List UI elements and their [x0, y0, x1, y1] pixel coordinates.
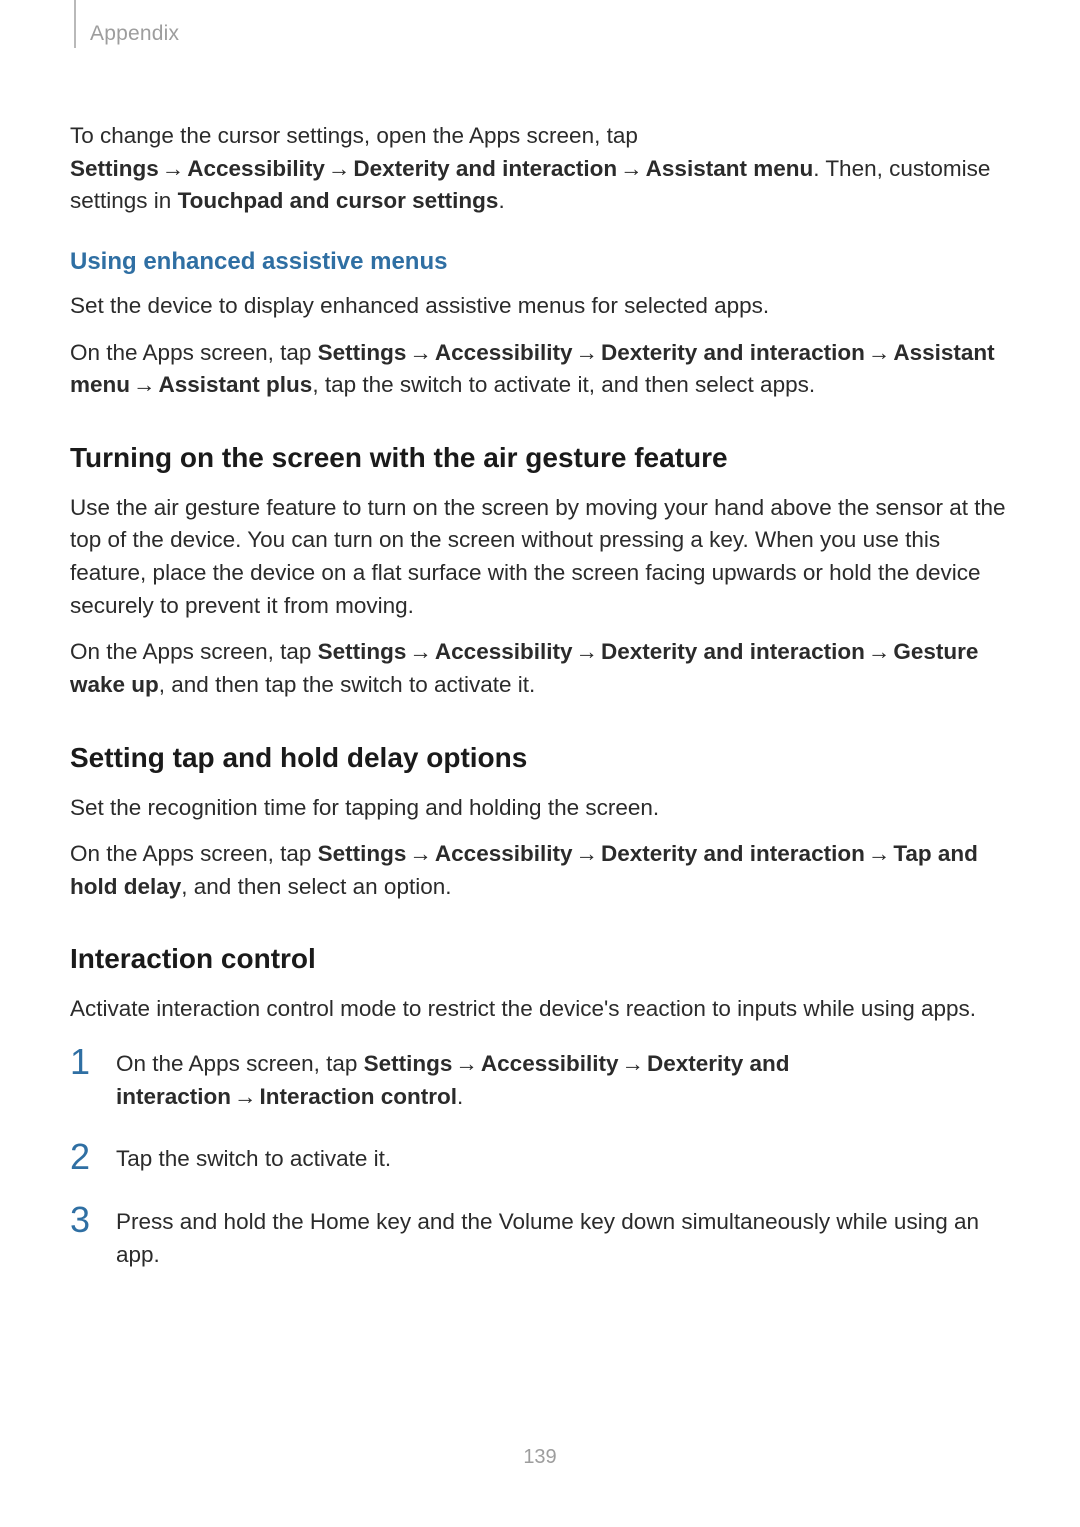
list-item: 3 Press and hold the Home key and the Vo… [70, 1202, 1010, 1271]
arrow-icon: → [406, 841, 435, 866]
bold-assistant-menu: Assistant menu [646, 156, 814, 181]
arrow-icon: → [573, 841, 602, 866]
bold-accessibility: Accessibility [481, 1051, 619, 1076]
section-interaction-control: Interaction control [70, 943, 1010, 975]
air-p2: On the Apps screen, tap Settings→Accessi… [70, 636, 1010, 701]
arrow-icon: → [865, 639, 894, 664]
text-run: On the Apps screen, tap [116, 1051, 364, 1076]
text-run: To change the cursor settings, open the … [70, 123, 638, 148]
bold-accessibility: Accessibility [435, 841, 573, 866]
bold-interaction-control: Interaction control [260, 1084, 458, 1109]
interaction-p1: Activate interaction control mode to res… [70, 993, 1010, 1026]
arrow-icon: → [865, 841, 894, 866]
text-run: On the Apps screen, tap [70, 841, 318, 866]
step-text-2: Tap the switch to activate it. [116, 1139, 391, 1176]
document-page: Appendix To change the cursor settings, … [0, 0, 1080, 1527]
air-p1: Use the air gesture feature to turn on t… [70, 492, 1010, 623]
list-item: 1 On the Apps screen, tap Settings→Acces… [70, 1044, 1010, 1113]
bold-accessibility: Accessibility [435, 340, 573, 365]
step-number-3: 3 [70, 1202, 116, 1238]
arrow-icon: → [406, 639, 435, 664]
bold-dexterity: Dexterity and interaction [353, 156, 617, 181]
arrow-icon: → [865, 340, 894, 365]
bold-assistant-plus: Assistant plus [159, 372, 313, 397]
step-text-3: Press and hold the Home key and the Volu… [116, 1202, 1010, 1271]
step-text-1: On the Apps screen, tap Settings→Accessi… [116, 1044, 1010, 1113]
text-run: , and then tap the switch to activate it… [159, 672, 535, 697]
bold-settings: Settings [318, 340, 407, 365]
text-run: On the Apps screen, tap [70, 340, 318, 365]
text-run: . [457, 1084, 463, 1109]
numbered-list: 1 On the Apps screen, tap Settings→Acces… [70, 1044, 1010, 1271]
bold-settings: Settings [318, 639, 407, 664]
section-tap-hold: Setting tap and hold delay options [70, 742, 1010, 774]
step-number-1: 1 [70, 1044, 116, 1080]
enhanced-p2: On the Apps screen, tap Settings→Accessi… [70, 337, 1010, 402]
enhanced-p1: Set the device to display enhanced assis… [70, 290, 1010, 323]
header-rule [74, 0, 76, 48]
text-run: On the Apps screen, tap [70, 639, 318, 664]
bold-settings: Settings [318, 841, 407, 866]
bold-accessibility: Accessibility [187, 156, 325, 181]
arrow-icon: → [617, 156, 646, 181]
header-label: Appendix [90, 22, 179, 46]
bold-dexterity: Dexterity and interaction [601, 841, 865, 866]
arrow-icon: → [130, 372, 159, 397]
arrow-icon: → [573, 340, 602, 365]
list-item: 2 Tap the switch to activate it. [70, 1139, 1010, 1176]
step-number-2: 2 [70, 1139, 116, 1175]
section-air-gesture: Turning on the screen with the air gestu… [70, 442, 1010, 474]
text-run: , and then select an option. [181, 874, 451, 899]
bold-accessibility: Accessibility [435, 639, 573, 664]
bold-touchpad: Touchpad and cursor settings [178, 188, 499, 213]
bold-settings: Settings [70, 156, 159, 181]
subheading-enhanced: Using enhanced assistive menus [70, 248, 1010, 276]
text-run: . [498, 188, 504, 213]
arrow-icon: → [619, 1051, 648, 1076]
arrow-icon: → [325, 156, 354, 181]
bold-dexterity: Dexterity and interaction [601, 639, 865, 664]
text-run: , tap the switch to activate it, and the… [312, 372, 815, 397]
taphold-p2: On the Apps screen, tap Settings→Accessi… [70, 838, 1010, 903]
intro-paragraph: To change the cursor settings, open the … [70, 120, 1010, 218]
bold-dexterity: Dexterity and interaction [601, 340, 865, 365]
bold-settings: Settings [364, 1051, 453, 1076]
arrow-icon: → [159, 156, 188, 181]
arrow-icon: → [573, 639, 602, 664]
page-number: 139 [0, 1446, 1080, 1469]
arrow-icon: → [452, 1051, 481, 1076]
arrow-icon: → [231, 1084, 260, 1109]
taphold-p1: Set the recognition time for tapping and… [70, 792, 1010, 825]
page-content: To change the cursor settings, open the … [70, 30, 1010, 1271]
arrow-icon: → [406, 340, 435, 365]
